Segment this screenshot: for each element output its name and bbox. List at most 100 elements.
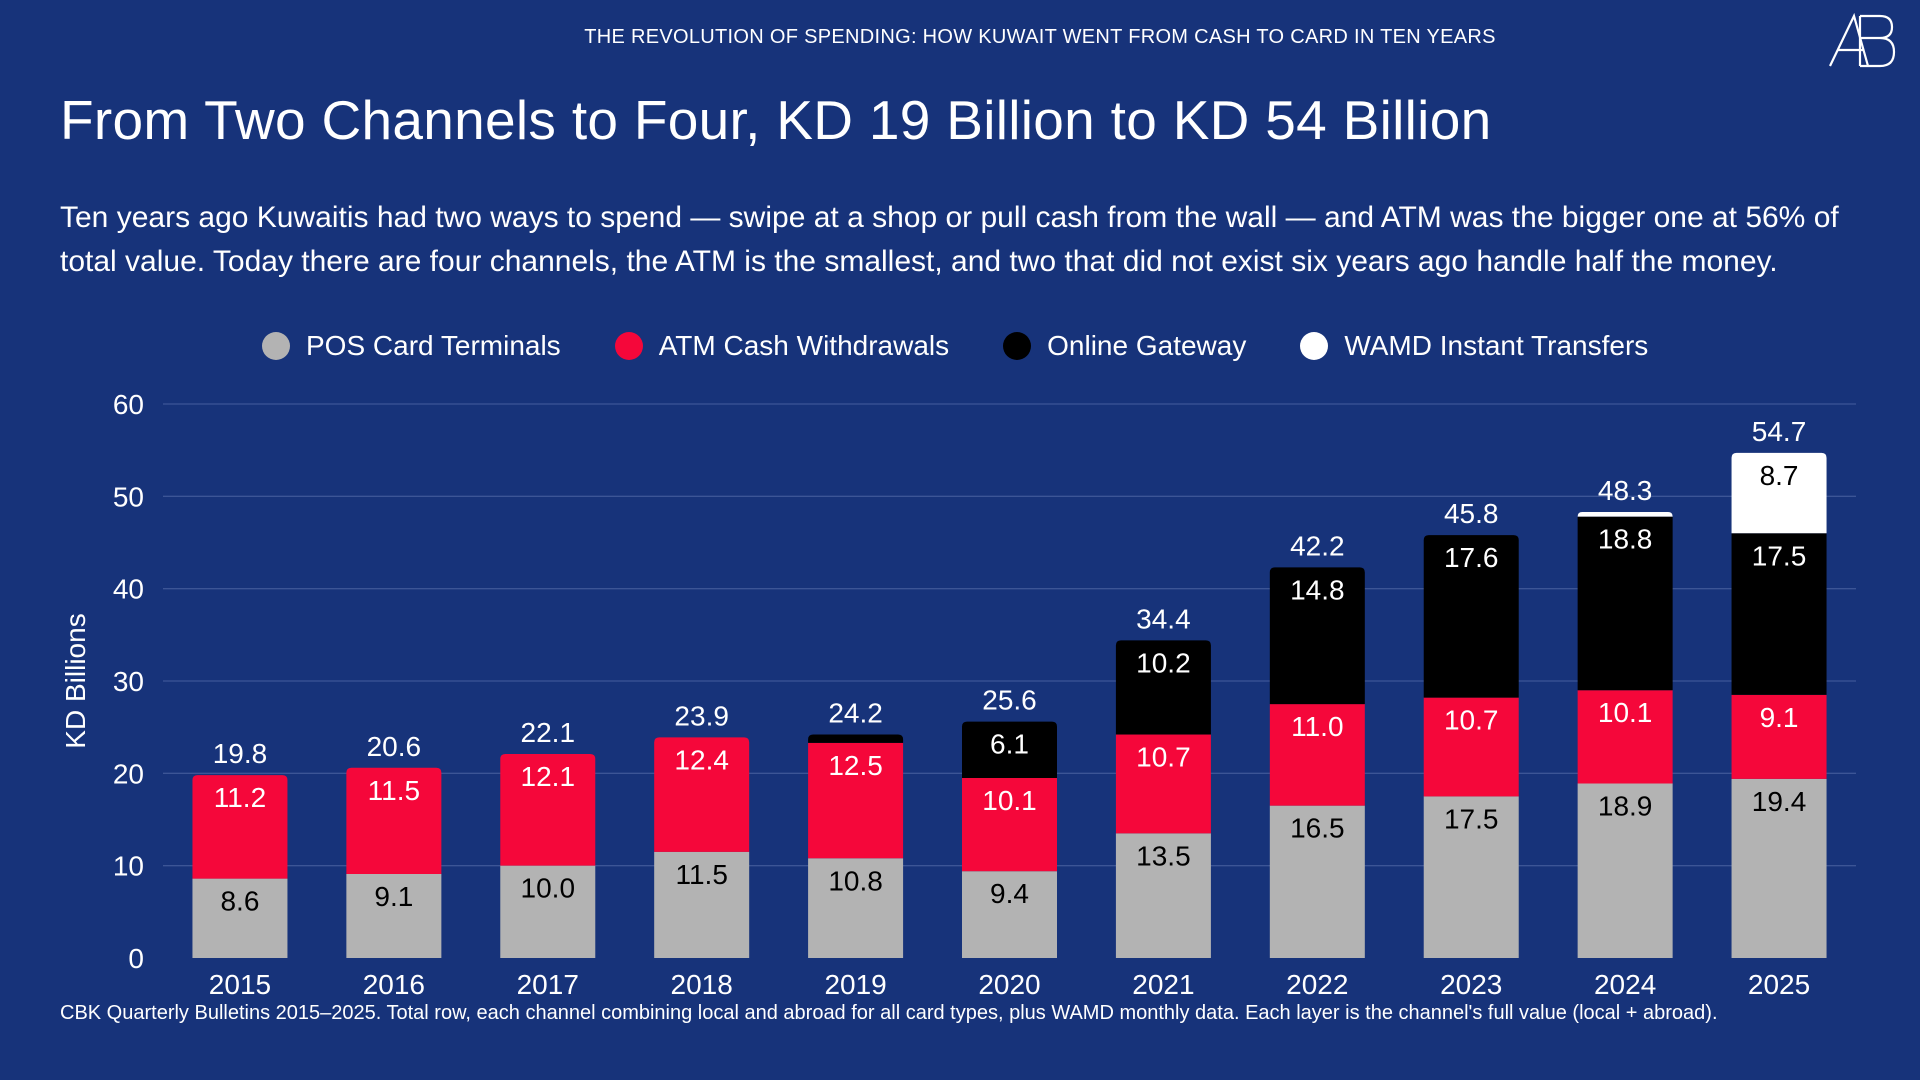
data-label: 11.2 xyxy=(214,782,266,813)
data-label: 17.5 xyxy=(1752,540,1807,571)
legend-swatch-wamd xyxy=(1300,332,1329,360)
total-label: 34.4 xyxy=(1136,603,1191,634)
legend-label-pos: POS Card Terminals xyxy=(306,330,561,361)
y-tick-label: 0 xyxy=(128,943,144,974)
bar-segment xyxy=(1423,535,1519,698)
data-label: 9.1 xyxy=(1760,702,1799,733)
x-tick-label: 2015 xyxy=(209,969,271,1000)
data-label: 19.4 xyxy=(1752,786,1807,817)
bar-segment xyxy=(1731,452,1827,534)
bar-segment xyxy=(1577,516,1673,691)
ab-logo: AB xyxy=(1829,12,1896,68)
data-label: 18.8 xyxy=(1598,524,1653,555)
bar-segment xyxy=(1423,796,1519,958)
data-label: 12.1 xyxy=(521,761,576,792)
data-label: 8.7 xyxy=(1760,460,1799,491)
bar-segment xyxy=(808,742,904,859)
total-label: 45.8 xyxy=(1444,498,1499,529)
y-tick-label: 50 xyxy=(113,481,144,512)
page-subtitle: Ten years ago Kuwaitis had two ways to s… xyxy=(60,201,1839,278)
legend-swatch-online xyxy=(1003,332,1032,360)
legend-swatch-pos xyxy=(262,332,290,360)
total-label: 25.6 xyxy=(982,685,1037,716)
y-tick-label: 60 xyxy=(113,389,144,420)
data-label: 10.8 xyxy=(828,865,883,896)
data-label: 10.7 xyxy=(1444,705,1499,736)
data-label: 10.0 xyxy=(521,873,576,904)
legend-item-wamd: WAMD Instant Transfers xyxy=(1300,330,1648,362)
data-label: 11.5 xyxy=(368,775,420,806)
data-label: 16.5 xyxy=(1290,813,1345,844)
legend-label-wamd: WAMD Instant Transfers xyxy=(1344,330,1649,361)
kicker-header: THE REVOLUTION OF SPENDING: HOW KUWAIT W… xyxy=(584,26,1496,48)
x-tick-label: 2016 xyxy=(363,969,425,1000)
stacked-bar-chart: 0 10 20 30 40 50 60 KD Billions 8.6 11.2 19.8 2015 9… xyxy=(60,389,1856,1000)
data-label: 10.7 xyxy=(1136,742,1191,773)
data-label: 10.1 xyxy=(1598,697,1653,728)
bar-segment xyxy=(1423,697,1519,797)
total-label: 24.2 xyxy=(828,698,883,729)
data-label: 10.1 xyxy=(982,785,1037,816)
page-title: From Two Channels to Four, KD 19 Billion… xyxy=(60,89,1492,151)
total-label: 19.8 xyxy=(213,738,268,769)
bar-segment xyxy=(1115,833,1211,958)
x-tick-label: 2021 xyxy=(1132,969,1194,1000)
x-tick-label: 2025 xyxy=(1748,969,1810,1000)
total-label: 54.7 xyxy=(1752,416,1807,447)
bar-segment xyxy=(808,734,904,743)
bar-segment xyxy=(1577,783,1673,958)
bar-segment xyxy=(1731,778,1827,958)
bar-segment xyxy=(962,871,1057,958)
source-note: CBK Quarterly Bulletins 2015–2025. Total… xyxy=(60,1002,1718,1024)
data-label: 13.5 xyxy=(1136,840,1191,871)
legend-label-online: Online Gateway xyxy=(1047,330,1247,361)
bar-segment xyxy=(346,873,442,958)
bar-segment xyxy=(654,851,750,958)
bar-segment xyxy=(1577,512,1673,517)
x-tick-label: 2018 xyxy=(671,969,733,1000)
x-tick-label: 2020 xyxy=(978,969,1040,1000)
data-label: 14.8 xyxy=(1290,574,1345,605)
x-tick-label: 2022 xyxy=(1286,969,1348,1000)
data-label: 9.1 xyxy=(374,881,413,912)
data-label: 10.2 xyxy=(1136,647,1191,678)
data-label: 9.4 xyxy=(990,878,1029,909)
data-label: 11.5 xyxy=(675,859,727,890)
data-label: 8.6 xyxy=(220,886,259,917)
y-axis-label: KD Billions xyxy=(60,613,91,748)
data-label: 11.0 xyxy=(1291,711,1343,742)
y-tick-label: 10 xyxy=(113,851,144,882)
bar-segment xyxy=(500,753,596,866)
bar-segment xyxy=(654,737,750,852)
data-label: 12.4 xyxy=(674,744,729,775)
total-label: 20.6 xyxy=(367,731,422,762)
bar-segment xyxy=(1115,734,1211,834)
x-tick-label: 2017 xyxy=(517,969,579,1000)
data-label: 17.6 xyxy=(1444,542,1499,573)
x-tick-label: 2019 xyxy=(824,969,886,1000)
legend-item-atm: ATM Cash Withdrawals xyxy=(614,330,950,362)
chart-legend: POS Card Terminals ATM Cash Withdrawals … xyxy=(262,330,1702,362)
data-label: 17.5 xyxy=(1444,803,1499,834)
bar-segment xyxy=(1269,567,1365,705)
legend-label-atm: ATM Cash Withdrawals xyxy=(658,330,950,361)
bar-segment xyxy=(1115,640,1211,735)
bar-segment xyxy=(192,878,288,958)
bar-segment xyxy=(346,767,442,874)
bar-segment xyxy=(500,865,596,958)
total-label: 42.2 xyxy=(1290,530,1345,561)
y-tick-label: 20 xyxy=(113,758,144,789)
legend-item-online: Online Gateway xyxy=(1003,330,1246,362)
data-label: 18.9 xyxy=(1598,790,1653,821)
total-label: 23.9 xyxy=(674,700,729,731)
legend-item-pos: POS Card Terminals xyxy=(262,330,561,362)
legend-swatch-atm xyxy=(614,332,643,360)
y-tick-label: 40 xyxy=(113,574,144,605)
data-label: 6.1 xyxy=(990,729,1029,760)
bar-segment xyxy=(1577,690,1673,784)
total-label: 48.3 xyxy=(1598,475,1653,506)
bar-segment xyxy=(1269,805,1365,958)
total-label: 22.1 xyxy=(521,717,576,748)
bar-segment xyxy=(962,777,1057,872)
x-tick-label: 2023 xyxy=(1440,969,1502,1000)
